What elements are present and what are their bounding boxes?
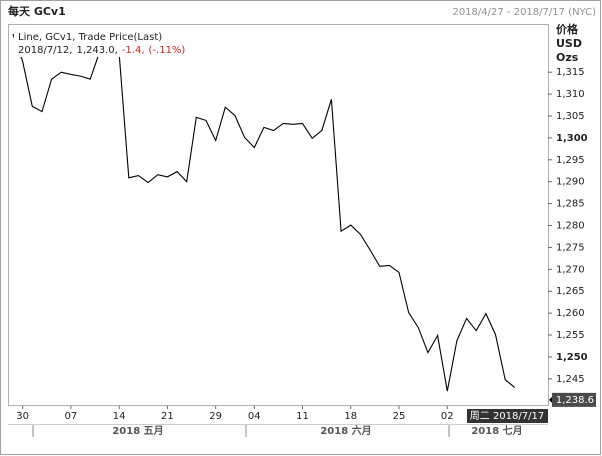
x-tick-label: 25 <box>393 411 406 422</box>
x-tick-label: 21 <box>161 411 174 422</box>
x-tick-label: 04 <box>248 411 261 422</box>
month-label: 2018 六月 <box>320 424 371 437</box>
y-tick-label: 1,290 <box>556 177 585 188</box>
y-tick-label: 1,315 <box>556 67 585 78</box>
date-range: 2018/4/27 - 2018/7/17 (NYC) <box>452 7 596 18</box>
legend-box <box>14 30 192 57</box>
y-tick-label: 1,265 <box>556 286 585 297</box>
y-tick-label: 1,300 <box>556 133 588 144</box>
price-line <box>12 33 516 392</box>
y-tick-label: 1,305 <box>556 111 585 122</box>
x-tick-label: 07 <box>65 411 78 422</box>
x-tick-label: 11 <box>296 411 309 422</box>
y-tick-label: 1,280 <box>556 221 585 232</box>
x-tick-label: 18 <box>344 411 357 422</box>
x-tick-label: 02 <box>441 411 454 422</box>
y-tick-label: 1,250 <box>556 352 588 363</box>
x-tick-label: 14 <box>113 411 126 422</box>
chart-title: 每天 GCv1 <box>8 4 66 18</box>
month-label: 2018 五月 <box>112 425 163 437</box>
y-tick-label: 1,255 <box>556 330 585 341</box>
y-tick-label: 1,245 <box>556 374 585 385</box>
x-tick-label: 30 <box>16 411 29 422</box>
month-label: 2018 七月 <box>471 424 522 437</box>
last-price: 1,243.0, <box>76 45 117 56</box>
y-tick-label: 1,310 <box>556 89 585 100</box>
last-change-pct: (-.11%) <box>149 45 186 56</box>
legend-last-point: 2018/7/12, 1,243.0, -1.4, (-.11%) <box>18 45 185 56</box>
current-date-label: 周二 2018/7/17 <box>470 410 544 422</box>
y-tick-label: 1,270 <box>556 264 585 275</box>
y-axis-unit: Ozs <box>556 51 579 64</box>
legend-series: Line, GCv1, Trade Price(Last) <box>18 32 162 43</box>
y-tick-label: 1,275 <box>556 242 585 253</box>
y-axis-label: 价格 <box>556 22 579 36</box>
y-tick-label: 1,295 <box>556 155 585 166</box>
last-change: -1.4, <box>122 45 145 56</box>
last-date: 2018/7/12, <box>18 45 72 56</box>
y-axis-unit: USD <box>556 37 582 50</box>
x-tick-label: 29 <box>209 411 222 422</box>
y-tick-label: 1,260 <box>556 308 585 319</box>
current-date-box <box>467 409 548 423</box>
current-price-box <box>552 392 596 407</box>
plot-frame <box>8 24 549 406</box>
current-price-label: 1,238.6 <box>556 395 594 406</box>
y-tick-label: 1,285 <box>556 199 585 210</box>
